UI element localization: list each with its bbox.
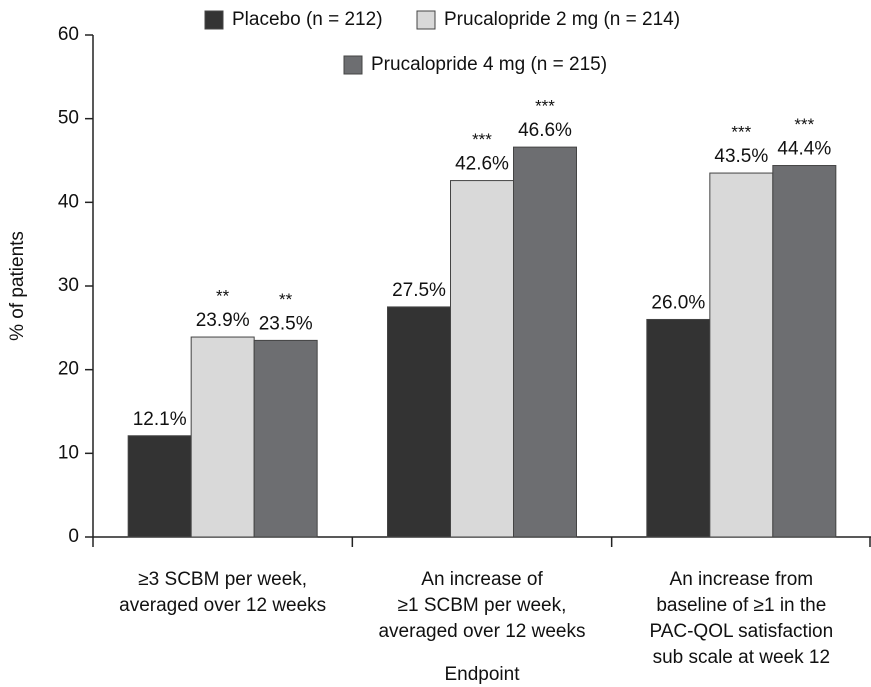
bar xyxy=(646,318,711,538)
y-tick-label: 50 xyxy=(58,108,79,129)
significance-marker: ** xyxy=(216,287,230,306)
value-label: 23.5% xyxy=(259,313,313,334)
value-label: 42.6% xyxy=(455,154,509,175)
x-tick-label: averaged over 12 weeks xyxy=(378,621,585,642)
x-tick-label: ≥3 SCBM per week, xyxy=(138,569,307,590)
bar xyxy=(127,435,192,538)
bar xyxy=(513,146,577,538)
x-tick-label: ≥1 SCBM per week, xyxy=(398,595,567,616)
legend-swatch xyxy=(416,10,436,30)
bar xyxy=(387,306,451,538)
x-tick-label: sub scale at week 12 xyxy=(653,647,830,668)
y-tick-label: 60 xyxy=(58,24,79,45)
value-label: 27.5% xyxy=(392,280,446,301)
value-label: 23.9% xyxy=(196,310,250,331)
significance-marker: *** xyxy=(535,97,555,116)
y-tick-label: 30 xyxy=(58,275,79,296)
bar xyxy=(709,172,774,538)
bar xyxy=(190,336,255,538)
significance-marker: *** xyxy=(731,123,751,142)
x-axis-title: Endpoint xyxy=(444,664,520,685)
value-label: 43.5% xyxy=(714,146,768,167)
value-label: 46.6% xyxy=(518,120,572,141)
x-tick-label: averaged over 12 weeks xyxy=(119,595,326,616)
x-tick-label: An increase from xyxy=(670,569,814,590)
legend-swatch xyxy=(343,55,363,75)
x-tick-label: PAC-QOL satisfaction xyxy=(649,621,833,642)
value-label: 44.4% xyxy=(777,139,831,160)
x-tick-label: An increase of xyxy=(421,569,543,590)
significance-marker: *** xyxy=(794,115,814,134)
legend-swatch xyxy=(204,10,224,30)
legend-label: Placebo (n = 212) xyxy=(232,9,383,30)
value-label: 12.1% xyxy=(133,409,187,430)
x-tick-label: baseline of ≥1 in the xyxy=(656,595,826,616)
bar xyxy=(253,339,318,538)
y-tick-label: 10 xyxy=(58,442,79,463)
bar xyxy=(772,165,837,538)
legend-label: Prucalopride 2 mg (n = 214) xyxy=(444,9,680,30)
bar xyxy=(450,180,514,538)
value-label: 26.0% xyxy=(651,292,705,313)
y-tick-label: 0 xyxy=(68,526,79,547)
significance-marker: ** xyxy=(279,290,293,309)
y-tick-label: 20 xyxy=(58,359,79,380)
y-axis-title: % of patients xyxy=(7,231,28,341)
significance-marker: *** xyxy=(472,130,492,149)
y-tick-label: 40 xyxy=(58,191,79,212)
legend-label: Prucalopride 4 mg (n = 215) xyxy=(371,54,607,75)
